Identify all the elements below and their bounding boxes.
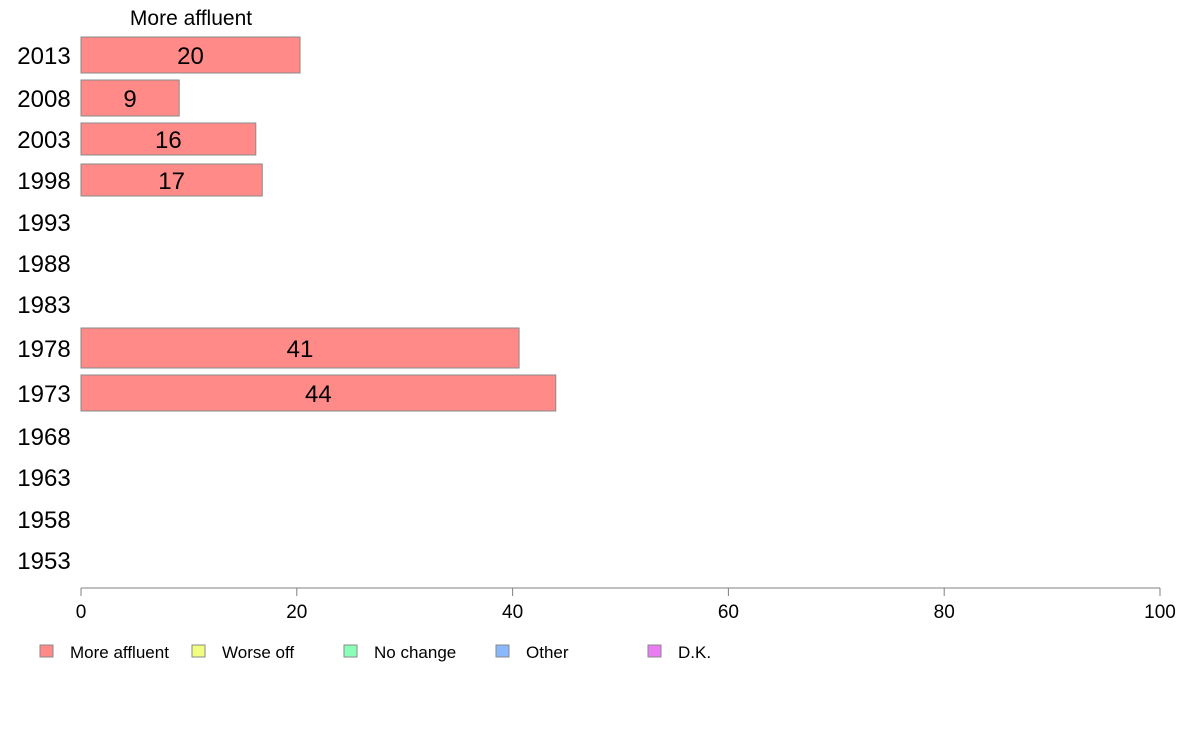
bar-1973 [80, 374, 557, 412]
bar-value-label-1973: 44 [305, 381, 332, 408]
y-label-2003: 2003 [17, 127, 70, 154]
bar-value-label-2003: 16 [155, 127, 182, 154]
y-label-1998: 1998 [17, 168, 70, 195]
x-tick-label-80: 80 [934, 602, 955, 623]
y-label-2013: 2013 [17, 43, 70, 70]
y-label-1978: 1978 [17, 336, 70, 363]
y-label-1988: 1988 [17, 251, 70, 278]
legend-label-worse-off: Worse off [222, 643, 294, 662]
bar-value-label-2008: 9 [123, 86, 136, 113]
bar-1978 [80, 327, 520, 369]
x-tick-label-0: 0 [76, 602, 87, 623]
bar-2013 [80, 36, 301, 74]
legend-swatch-other [495, 644, 510, 658]
legend-label-more-affluent: More affluent [70, 643, 169, 662]
bar-1998 [80, 163, 263, 197]
legend-swatch-d-k- [647, 644, 662, 658]
bar-value-label-1998: 17 [158, 168, 185, 195]
legend-label-other: Other [526, 643, 569, 662]
legend-label-d-k-: D.K. [678, 643, 711, 662]
series-title: More affluent [130, 7, 252, 30]
legend-swatch-no-change [343, 644, 358, 658]
x-tick-label-20: 20 [286, 602, 307, 623]
bar-2003 [80, 122, 257, 156]
y-label-1958: 1958 [17, 507, 70, 534]
bar-value-label-1978: 41 [287, 336, 314, 363]
bars-group: 20 9 16 17 41 44 [80, 36, 557, 412]
bar-2008 [80, 79, 180, 117]
y-label-1973: 1973 [17, 381, 70, 408]
y-label-1968: 1968 [17, 424, 70, 451]
y-label-1953: 1953 [17, 548, 70, 575]
y-label-1983: 1983 [17, 292, 70, 319]
x-tick-label-100: 100 [1144, 602, 1176, 623]
legend-swatch-worse-off [191, 644, 206, 658]
legend-label-no-change: No change [374, 643, 456, 662]
bar-value-label-2013: 20 [177, 43, 204, 70]
x-tick-label-40: 40 [502, 602, 523, 623]
y-label-1993: 1993 [17, 210, 70, 237]
y-label-1963: 1963 [17, 465, 70, 492]
y-axis-labels: 2013 2008 2003 1998 1993 1988 1983 1978 1973 1968… [17, 43, 70, 575]
y-label-2008: 2008 [17, 86, 70, 113]
legend-swatch-more-affluent [39, 644, 54, 658]
legend: More affluent Worse off No change Other D.K. [39, 643, 711, 662]
x-axis-ticks: 0 20 40 60 80 100 [76, 588, 1176, 623]
x-tick-label-60: 60 [718, 602, 739, 623]
